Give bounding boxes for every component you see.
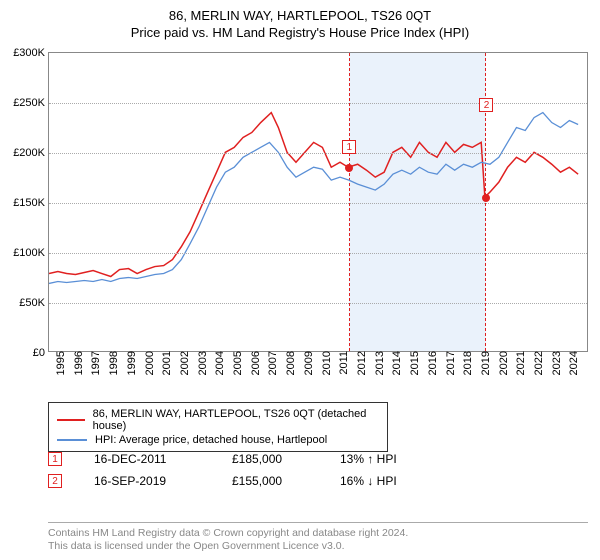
sale-price: £155,000 [232,474,312,488]
legend-label: HPI: Average price, detached house, Hart… [95,434,327,446]
x-tick-label: 1995 [49,351,67,375]
x-tick-label: 2019 [474,351,492,375]
y-tick-label: £250K [13,97,49,109]
legend-label: 86, MERLIN WAY, HARTLEPOOL, TS26 0QT (de… [93,408,379,432]
x-tick-label: 1998 [102,351,120,375]
grid-line [49,253,587,254]
x-tick-label: 2006 [244,351,262,375]
sale-date: 16-DEC-2011 [94,452,204,466]
series-line2 [49,113,578,284]
chart-title: 86, MERLIN WAY, HARTLEPOOL, TS26 0QT [0,0,600,23]
sale-price: £185,000 [232,452,312,466]
y-tick-label: £100K [13,247,49,259]
legend-item: HPI: Average price, detached house, Hart… [57,433,379,447]
x-tick-label: 2002 [173,351,191,375]
x-tick-label: 2007 [261,351,279,375]
series-line1 [49,113,578,277]
grid-line [49,203,587,204]
legend-swatch [57,439,87,441]
sale-delta: 13% ↑ HPI [340,452,440,466]
x-tick-label: 2017 [439,351,457,375]
x-tick-label: 2024 [562,351,580,375]
x-tick-label: 2008 [279,351,297,375]
x-tick-label: 1997 [84,351,102,375]
legend-item: 86, MERLIN WAY, HARTLEPOOL, TS26 0QT (de… [57,407,379,433]
chart-subtitle: Price paid vs. HM Land Registry's House … [0,23,600,46]
chart-container: 86, MERLIN WAY, HARTLEPOOL, TS26 0QT Pri… [0,0,600,560]
x-tick-label: 2004 [208,351,226,375]
footer-line-2: This data is licensed under the Open Gov… [48,540,588,554]
sale-row: 1 16-DEC-2011 £185,000 13% ↑ HPI [48,448,588,470]
y-tick-label: £0 [33,347,49,359]
x-tick-label: 2021 [509,351,527,375]
sale-marker-label: 2 [479,98,493,112]
y-tick-label: £50K [19,297,49,309]
sales-table: 1 16-DEC-2011 £185,000 13% ↑ HPI 2 16-SEP-201… [48,448,588,492]
legend: 86, MERLIN WAY, HARTLEPOOL, TS26 0QT (de… [48,402,388,452]
x-tick-label: 2015 [403,351,421,375]
x-tick-label: 1996 [67,351,85,375]
y-tick-label: £300K [13,47,49,59]
x-tick-label: 2016 [421,351,439,375]
sale-date: 16-SEP-2019 [94,474,204,488]
x-tick-label: 2020 [492,351,510,375]
x-tick-label: 1999 [120,351,138,375]
line-svg [49,53,587,351]
plot-area: £0£50K£100K£150K£200K£250K£300K199519961… [48,52,588,352]
x-tick-label: 2009 [297,351,315,375]
footer: Contains HM Land Registry data © Crown c… [48,522,588,554]
x-tick-label: 2011 [332,351,350,375]
y-tick-label: £200K [13,147,49,159]
sale-row-marker: 2 [48,474,62,488]
sale-marker-dot [482,194,490,202]
legend-swatch [57,419,85,421]
x-tick-label: 2001 [155,351,173,375]
x-tick-label: 2023 [545,351,563,375]
y-tick-label: £150K [13,197,49,209]
sale-row-marker: 1 [48,452,62,466]
x-tick-label: 2000 [138,351,156,375]
sale-delta: 16% ↓ HPI [340,474,440,488]
sale-marker-label: 1 [342,140,356,154]
footer-line-1: Contains HM Land Registry data © Crown c… [48,527,588,541]
sale-row: 2 16-SEP-2019 £155,000 16% ↓ HPI [48,470,588,492]
x-tick-label: 2018 [456,351,474,375]
x-tick-label: 2013 [368,351,386,375]
x-tick-label: 2012 [350,351,368,375]
x-tick-label: 2005 [226,351,244,375]
x-tick-label: 2003 [191,351,209,375]
x-tick-label: 2022 [527,351,545,375]
x-tick-label: 2010 [315,351,333,375]
x-tick-label: 2014 [385,351,403,375]
grid-line [49,303,587,304]
sale-marker-dot [345,164,353,172]
grid-line [49,103,587,104]
grid-line [49,153,587,154]
